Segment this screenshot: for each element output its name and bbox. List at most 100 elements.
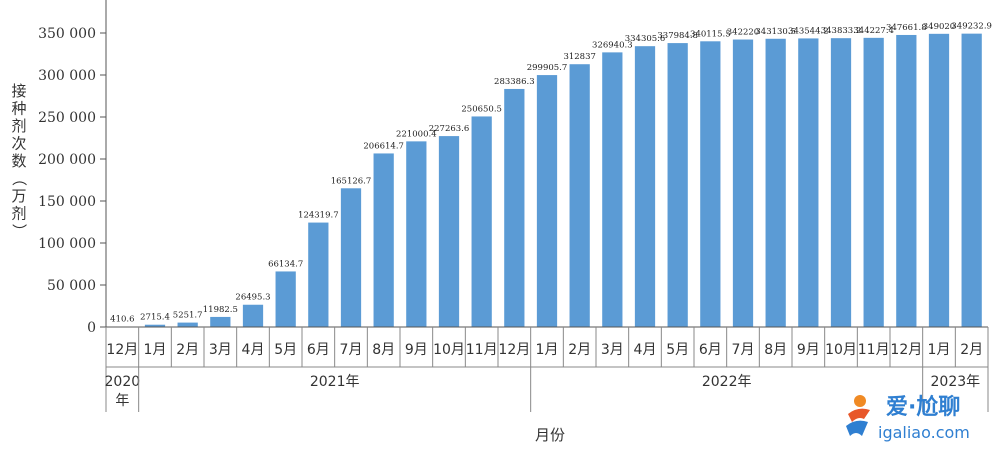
x-month-label: 5月 bbox=[666, 342, 689, 358]
bar-data-label: 2715.4 bbox=[140, 313, 170, 323]
y-tick-label: 300 000 bbox=[38, 68, 96, 84]
bar-data-label: 410.6 bbox=[110, 315, 134, 325]
bar bbox=[602, 52, 623, 327]
bar-data-label: 299905.7 bbox=[527, 63, 568, 73]
x-month-label: 4月 bbox=[634, 342, 657, 358]
x-axis-title: 月份 bbox=[535, 426, 565, 444]
bar-data-label: 5251.7 bbox=[173, 311, 203, 321]
bar-data-label: 66134.7 bbox=[268, 259, 303, 269]
bar bbox=[928, 33, 950, 327]
y-axis-title-char: 数 bbox=[11, 152, 26, 170]
bar bbox=[634, 46, 656, 328]
watermark-logo: 爱·尬聊 igaliao.com bbox=[846, 394, 970, 442]
bar-data-label: 343833.2 bbox=[821, 26, 862, 36]
bar bbox=[308, 222, 329, 327]
bar bbox=[210, 316, 231, 327]
bar bbox=[961, 33, 982, 328]
bar bbox=[765, 38, 786, 327]
bar bbox=[569, 64, 590, 327]
bar bbox=[798, 38, 819, 327]
x-month-label: 3月 bbox=[209, 342, 232, 358]
y-tick-label: 100 000 bbox=[38, 236, 96, 252]
x-month-label: 1月 bbox=[928, 342, 951, 358]
x-month-label: 11月 bbox=[466, 342, 498, 358]
bar bbox=[700, 41, 721, 327]
y-tick-label: 350 000 bbox=[38, 26, 96, 42]
x-month-label: 2月 bbox=[176, 342, 199, 358]
x-axis: 12月 1月 2月 3月 4月 5月 6月 7月 8月 9月 10月 11月 12月 1月 2月 3月 4月 5月… bbox=[105, 326, 989, 412]
bar-data-label: 337984.8 bbox=[657, 31, 698, 41]
x-month-label: 12月 bbox=[890, 342, 922, 358]
x-year-label: 2022年 bbox=[702, 374, 752, 390]
y-axis-title-char: 剂 bbox=[11, 117, 26, 135]
x-month-label: 12月 bbox=[498, 342, 530, 358]
bar-data-label: 326940.3 bbox=[592, 40, 633, 50]
x-month-label: 6月 bbox=[699, 342, 722, 358]
bar bbox=[177, 322, 198, 327]
x-month-label: 2月 bbox=[568, 342, 591, 358]
bar bbox=[732, 39, 754, 328]
bar-data-label: 206614.7 bbox=[363, 141, 404, 151]
x-month-label: 11月 bbox=[858, 342, 890, 358]
bar bbox=[340, 188, 362, 327]
y-axis-title-char: ） bbox=[10, 223, 28, 238]
y-axis-title-char: 接 bbox=[11, 82, 26, 100]
bar-data-label: 349020 bbox=[923, 22, 955, 32]
bar-data-label: 250650.5 bbox=[461, 104, 502, 114]
x-month-label: 12月 bbox=[106, 342, 138, 358]
bar bbox=[667, 43, 688, 327]
bar-data-label: 340115.5 bbox=[690, 29, 731, 39]
bar bbox=[242, 304, 264, 327]
x-month-label: 1月 bbox=[536, 342, 559, 358]
x-month-label: 7月 bbox=[340, 342, 363, 358]
x-month-label: 4月 bbox=[242, 342, 265, 358]
y-axis-title-char: 种 bbox=[11, 100, 26, 118]
bar-data-label: 342220 bbox=[727, 28, 759, 38]
x-month-label: 8月 bbox=[372, 342, 395, 358]
x-month-label: 1月 bbox=[144, 342, 167, 358]
bar-data-label: 124319.7 bbox=[298, 211, 339, 221]
bar bbox=[438, 136, 460, 327]
y-axis-title-char: 剂 bbox=[11, 205, 26, 223]
watermark-brand: 爱·尬聊 bbox=[886, 394, 960, 420]
x-month-label: 3月 bbox=[601, 342, 624, 358]
y-axis-title-char: （ bbox=[10, 171, 28, 186]
bar-data-label: 343130.5 bbox=[755, 27, 796, 37]
x-year-label: 2021年 bbox=[310, 374, 360, 390]
bar-data-label: 11982.5 bbox=[203, 305, 238, 315]
y-tick-label: 0 bbox=[87, 320, 96, 336]
x-month-label: 9月 bbox=[405, 342, 428, 358]
bar bbox=[863, 37, 884, 327]
bar-data-label: 165126.7 bbox=[331, 176, 372, 186]
bar-data-label: 26495.3 bbox=[235, 293, 270, 303]
x-year-label: 2020 bbox=[105, 374, 141, 390]
bar bbox=[144, 324, 166, 327]
bar-data-label: 349232.9 bbox=[951, 22, 992, 32]
y-tick-label: 200 000 bbox=[38, 152, 96, 168]
bar-data-label: 312837 bbox=[563, 52, 595, 62]
x-year-label: 2023年 bbox=[931, 374, 981, 390]
y-axis-title-char: 次 bbox=[11, 135, 26, 153]
bar bbox=[896, 34, 917, 328]
bar bbox=[275, 271, 296, 327]
bar-data-label: 344227.4 bbox=[853, 26, 894, 36]
x-month-label: 5月 bbox=[274, 342, 297, 358]
x-month-label: 6月 bbox=[307, 342, 330, 358]
x-month-label: 8月 bbox=[764, 342, 787, 358]
bar-data-label: 283386.3 bbox=[494, 77, 535, 87]
x-month-label: 10月 bbox=[825, 342, 857, 358]
x-month-label: 9月 bbox=[797, 342, 820, 358]
bar bbox=[536, 75, 558, 327]
bar-data-label: 343544.2 bbox=[788, 26, 829, 36]
x-month-label: 10月 bbox=[433, 342, 465, 358]
bar bbox=[406, 141, 427, 327]
bar-data-label: 227263.6 bbox=[429, 124, 470, 134]
bars bbox=[112, 33, 982, 328]
x-month-label: 2月 bbox=[960, 342, 983, 358]
bar bbox=[504, 88, 525, 327]
bar-data-label: 334305.6 bbox=[625, 34, 666, 44]
bar-data-label: 221000.4 bbox=[396, 129, 437, 139]
bar-data-label: 347661.8 bbox=[886, 23, 927, 33]
